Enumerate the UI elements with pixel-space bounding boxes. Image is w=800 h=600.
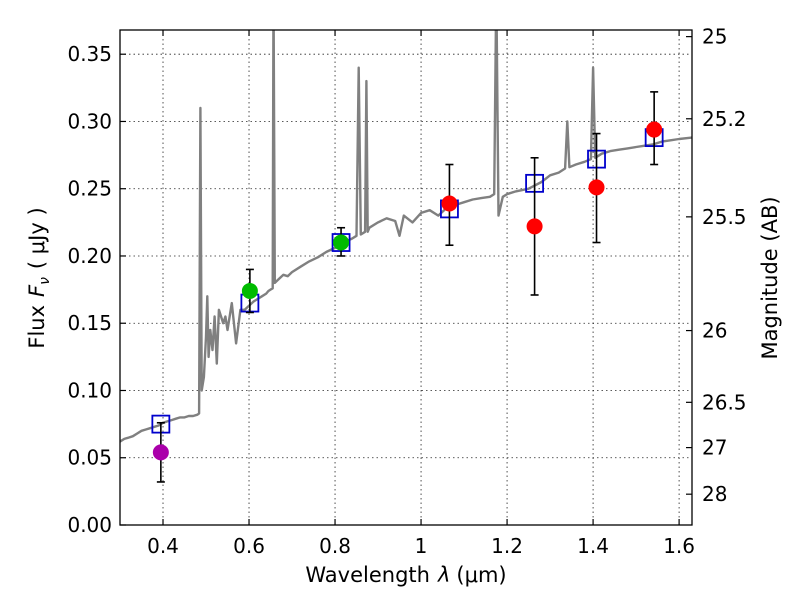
mag-tick-label: 25.5: [702, 205, 747, 229]
y-tick-label: 0.20: [67, 244, 112, 268]
plot-frame: [119, 29, 693, 526]
y-tick-label: 0.00: [67, 513, 112, 537]
observed-point: [241, 282, 258, 299]
axes-ticks: 0.4 0.6 0.8 1 1.2 1.4 1.6 0.00 0.05 0.10 0.15 0.20 0…: [67, 25, 746, 558]
y-tick-label: 0.35: [67, 42, 112, 66]
observed-point: [526, 218, 543, 235]
mag-tick-label: 25: [702, 25, 727, 49]
mag-tick-label: 27: [702, 436, 727, 460]
x-tick-label: 0.8: [319, 534, 351, 558]
x-axis-label: Wavelength λ (μm): [305, 563, 506, 587]
x-tick-label: 0.4: [147, 534, 179, 558]
mag-tick-label: 28: [702, 482, 727, 506]
mag-tick-label: 25.2: [702, 107, 747, 131]
observed-point: [646, 121, 663, 138]
mag-tick-label: 26.5: [702, 390, 747, 414]
plot-area: [120, 30, 692, 483]
x-tick-label: 1: [415, 534, 428, 558]
mag-tick-label: 26: [702, 319, 727, 343]
observed-point: [588, 179, 605, 196]
y-tick-label: 0.10: [67, 378, 112, 402]
x-tick-label: 1.4: [577, 534, 609, 558]
y-axis-label: FluxFν( μJy ): [25, 207, 53, 348]
y2-axis-label: Magnitude (AB): [758, 196, 782, 359]
observed-point: [152, 444, 169, 461]
y-tick-label: 0.30: [67, 109, 112, 133]
y-tick-label: 0.25: [67, 177, 112, 201]
y-tick-label: 0.15: [67, 311, 112, 335]
x-tick-label: 1.6: [663, 534, 695, 558]
x-tick-label: 0.6: [233, 534, 265, 558]
spectrum-line: [120, 30, 692, 443]
y-tick-label: 0.05: [67, 446, 112, 470]
grid: [120, 30, 692, 526]
x-tick-label: 1.2: [491, 534, 523, 558]
observed-point: [333, 234, 350, 251]
observed-point: [441, 195, 458, 212]
